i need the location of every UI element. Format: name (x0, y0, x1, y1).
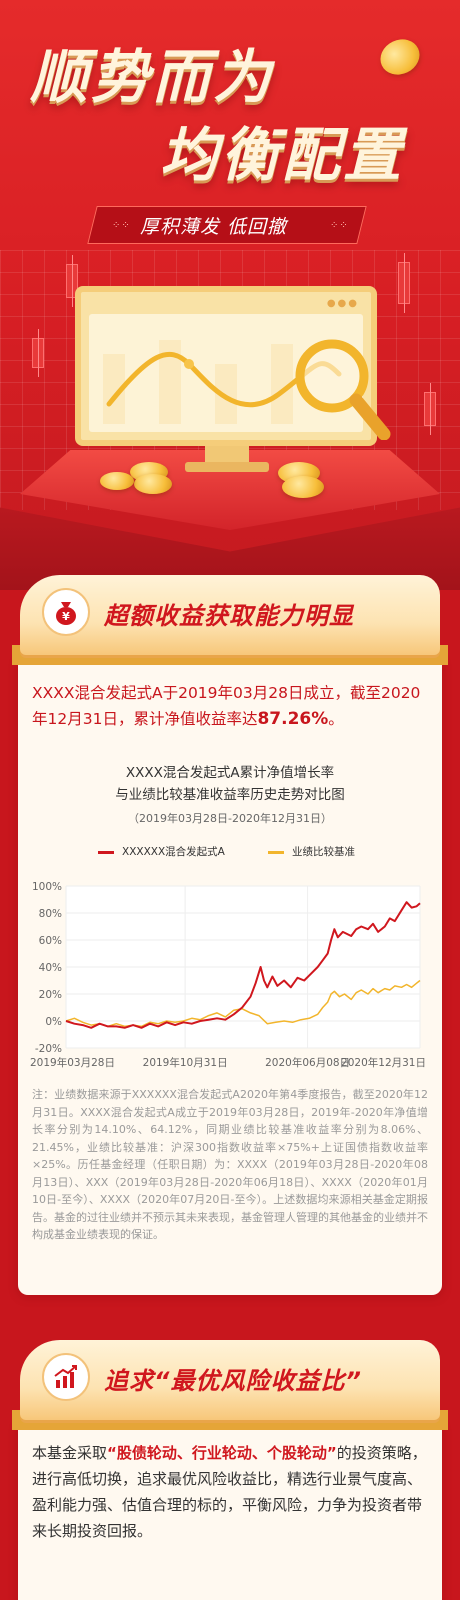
section1-heading: 超额收益获取能力明显 (104, 602, 354, 630)
x-tick-label: 2019年10月31日 (143, 1056, 228, 1069)
return-highlight: 87.26% (257, 709, 329, 729)
x-tick-label: 2019年03月28日 (30, 1056, 115, 1069)
tagline-text: 厚积薄发 低回撤 (140, 216, 288, 238)
y-tick-label: 100% (32, 881, 62, 893)
chart-subtitle: （2019年03月28日-2020年12月31日） (128, 812, 332, 825)
intro-end: 。 (328, 710, 344, 728)
disclaimer-note: 注：业绩数据来源于XXXXXX混合发起式A2020年第4季度报告，截至2020年… (32, 1088, 428, 1241)
coin-icon (374, 33, 426, 81)
hero-title-line2: 均衡配置 (160, 121, 405, 189)
svg-text:¥: ¥ (62, 610, 70, 623)
section1-intro: XXXX混合发起式A于2019年03月28日成立，截至2020年12月31日，累… (32, 680, 428, 732)
strategy-text-rest: 的投资策略，进行高低切换，追求最优风险收益比，精选行业景气度高、盈利能力强、估值… (32, 1444, 427, 1540)
section2-card (18, 1420, 442, 1600)
legend-item-fund: XXXXXX混合发起式A (98, 844, 225, 859)
dots-decoration-right: ⁘⁘ (330, 220, 349, 231)
y-tick-label: 80% (39, 908, 62, 920)
section2-body: 本基金采取“股债轮动、行业轮动、个股轮动”的投资策略，进行高低切换，追求最优风险… (32, 1440, 428, 1544)
section2-header (20, 1340, 440, 1420)
candlestick-icon (398, 253, 410, 313)
dots-decoration-left: ⁘⁘ (112, 220, 131, 231)
nav-growth-chart: 100% 80% 60% 40% 20% 0% -20%2019年03月28日 2019年10… (30, 881, 426, 1069)
y-tick-label: -20% (35, 1043, 62, 1055)
coin-stack-icon (282, 476, 324, 498)
x-tick-label: 2020年12月31日 (341, 1056, 426, 1069)
monitor-window-dots: ●●● (326, 298, 359, 309)
x-tick-label: 2020年06月08日 (265, 1056, 350, 1069)
candlestick-icon (424, 383, 436, 435)
legend-swatch-fund (98, 850, 114, 854)
hero-banner: 顺势而为 均衡配置 ⁘⁘ ⁘⁘ 厚积薄发 低回撤 ●●● (0, 0, 460, 590)
fund-series-line (65, 901, 421, 1029)
intro-text: XXXX混合发起式A于2019年03月28日成立，截至2020年12月31日，累… (32, 684, 421, 728)
monitor-base (185, 462, 269, 472)
money-bag-icon: ¥ (42, 588, 90, 636)
candlestick-icon (32, 329, 44, 377)
y-tick-label: 0% (45, 1016, 62, 1028)
legend-swatch-benchmark (268, 850, 284, 854)
coin-stack-icon (100, 472, 134, 490)
monitor-stand (205, 446, 249, 464)
coin-stack-icon (134, 474, 172, 494)
strategy-text-start: 本基金采取 (32, 1444, 108, 1462)
legend-label-benchmark: 业绩比较基准 (292, 846, 355, 858)
legend-label-fund: XXXXXX混合发起式A (122, 846, 225, 858)
magnifier-icon (295, 339, 391, 440)
chart-title-line2: 与业绩比较基准收益率历史走势对比图 (115, 787, 345, 803)
y-tick-label: 60% (39, 935, 62, 947)
chart-title-line1: XXXX混合发起式A累计净值增长率 (125, 765, 335, 781)
screen-wave-line (103, 340, 342, 424)
bar-chart-rising-icon (42, 1353, 90, 1401)
y-tick-label: 40% (39, 962, 62, 974)
hero-title-line1: 顺势而为 (30, 43, 275, 111)
legend-item-benchmark: 业绩比较基准 (268, 844, 355, 859)
y-tick-label: 20% (39, 989, 62, 1001)
section2-heading: 追求“最优风险收益比” (104, 1367, 362, 1395)
strategy-highlight: “股债轮动、行业轮动、个股轮动” (107, 1444, 337, 1462)
section1-header (20, 575, 440, 655)
